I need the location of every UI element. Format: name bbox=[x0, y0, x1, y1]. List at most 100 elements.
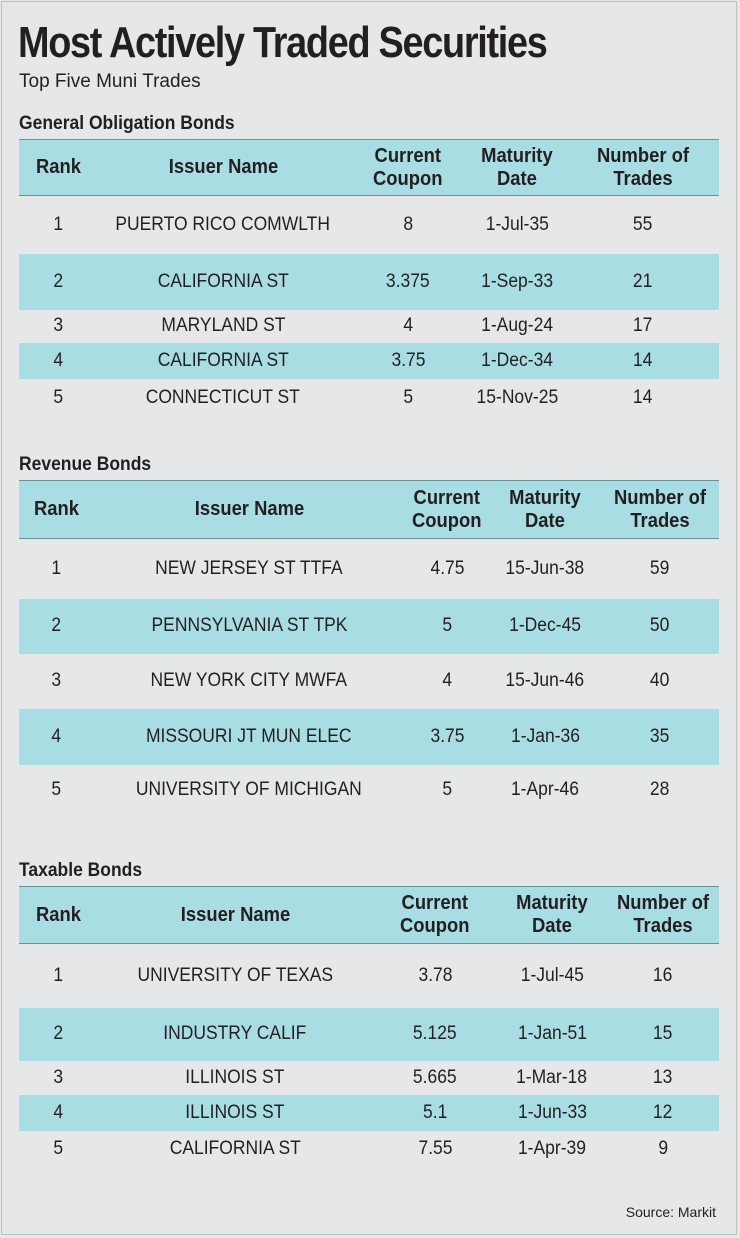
issuer-cell: NEW JERSEY ST TTFA bbox=[93, 539, 405, 599]
maturity-header: Maturity Date bbox=[489, 480, 601, 539]
trades-cell: 28 bbox=[601, 765, 719, 815]
trades-cell-text: 28 bbox=[650, 778, 670, 800]
issuer-cell-text: INDUSTRY CALIF bbox=[163, 1023, 307, 1044]
rank-cell: 2 bbox=[19, 1007, 97, 1061]
trades-cell-text: 9 bbox=[658, 1138, 668, 1159]
rank-cell: 5 bbox=[19, 765, 93, 815]
issuer-cell-text: CALIFORNIA ST bbox=[157, 349, 289, 371]
issuer-cell-text: MARYLAND ST bbox=[160, 315, 285, 336]
maturity-header-line1: Maturity bbox=[509, 486, 581, 509]
rank-cell: 4 bbox=[19, 342, 97, 379]
maturity-cell: 1-Apr-46 bbox=[489, 765, 601, 815]
maturity-cell-text: 1-Jan-36 bbox=[510, 725, 580, 747]
trades-cell: 40 bbox=[601, 654, 719, 709]
issuer-cell: ILLINOIS ST bbox=[97, 1094, 373, 1131]
coupon-header-line2: Coupon bbox=[412, 509, 482, 532]
coupon-cell: 5.665 bbox=[373, 1061, 497, 1095]
maturity-cell-text: 1-Sep-33 bbox=[481, 270, 553, 292]
rank-cell: 4 bbox=[19, 708, 93, 765]
table-row: 1 PUERTO RICO COMWLTH 8 1-Jul-35 55 bbox=[19, 196, 719, 254]
source-note: Source: Markit bbox=[625, 1204, 716, 1220]
rank-header: Rank bbox=[19, 886, 97, 944]
rank-cell-text: 4 bbox=[51, 725, 61, 747]
issuer-cell: ILLINOIS ST bbox=[97, 1061, 373, 1095]
rank-header-label: Rank bbox=[35, 156, 81, 178]
rank-header-label: Rank bbox=[35, 903, 81, 926]
issuer-cell: CALIFORNIA ST bbox=[97, 1131, 373, 1168]
issuer-cell-text: UNIVERSITY OF TEXAS bbox=[137, 964, 333, 986]
maturity-cell-text: 1-Dec-34 bbox=[481, 349, 553, 371]
trades-cell: 59 bbox=[601, 539, 719, 599]
bond-table: Rank Issuer Name Current Coupon Maturity Date… bbox=[19, 886, 719, 1168]
rank-cell-text: 5 bbox=[53, 386, 63, 408]
maturity-header-line2: Date bbox=[525, 509, 565, 532]
maturity-cell: 1-Apr-39 bbox=[497, 1131, 607, 1168]
coupon-cell-text: 4 bbox=[403, 315, 413, 336]
rank-cell: 3 bbox=[19, 654, 93, 709]
maturity-cell: 1-Jan-51 bbox=[497, 1007, 607, 1061]
coupon-cell: 4 bbox=[405, 654, 489, 709]
issuer-header-label: Issuer Name bbox=[168, 156, 278, 178]
section-title: Revenue Bonds bbox=[19, 454, 152, 475]
coupon-cell-text: 5.125 bbox=[413, 1023, 457, 1044]
trades-cell-text: 14 bbox=[633, 386, 653, 408]
issuer-cell-text: NEW JERSEY ST TTFA bbox=[155, 557, 343, 579]
trades-cell: 14 bbox=[567, 379, 719, 417]
coupon-cell-text: 7.55 bbox=[417, 1138, 453, 1159]
issuer-cell: NEW YORK CITY MWFA bbox=[93, 654, 405, 709]
coupon-cell-text: 5 bbox=[403, 386, 413, 408]
table-row: 1 UNIVERSITY OF TEXAS 3.78 1-Jul-45 16 bbox=[19, 944, 719, 1008]
trades-cell: 15 bbox=[607, 1007, 719, 1061]
bond-table: Rank Issuer Name Current Coupon Maturity Date… bbox=[19, 480, 719, 815]
maturity-cell: 1-Mar-18 bbox=[497, 1061, 607, 1095]
trades-cell: 9 bbox=[607, 1131, 719, 1168]
maturity-cell-text: 1-Apr-39 bbox=[517, 1138, 586, 1159]
table-row: 4 MISSOURI JT MUN ELEC 3.75 1-Jan-36 35 bbox=[19, 708, 719, 765]
maturity-cell: 1-Dec-34 bbox=[467, 342, 567, 379]
table-header-row: Rank Issuer Name Current Coupon Maturity Date… bbox=[19, 480, 719, 539]
maturity-cell-text: 1-Aug-24 bbox=[481, 315, 553, 336]
table-row: 5 UNIVERSITY OF MICHIGAN 5 1-Apr-46 28 bbox=[19, 765, 719, 815]
maturity-cell: 1-Dec-45 bbox=[489, 598, 601, 654]
rank-cell-text: 4 bbox=[53, 349, 63, 371]
coupon-header-line1: Current bbox=[413, 486, 481, 509]
issuer-header: Issuer Name bbox=[97, 139, 349, 196]
maturity-cell-text: 1-Jul-45 bbox=[520, 964, 584, 986]
rank-cell-text: 2 bbox=[51, 615, 61, 636]
maturity-cell-text: 15-Jun-38 bbox=[505, 557, 585, 579]
trades-header: Number of Trades bbox=[567, 139, 719, 196]
coupon-cell: 7.55 bbox=[373, 1131, 497, 1168]
rank-cell: 2 bbox=[19, 253, 97, 310]
issuer-cell: MISSOURI JT MUN ELEC bbox=[93, 708, 405, 765]
trades-cell-text: 59 bbox=[650, 557, 670, 579]
table-header-row: Rank Issuer Name Current Coupon Maturity Date… bbox=[19, 886, 719, 944]
trades-cell: 35 bbox=[601, 708, 719, 765]
coupon-header-line1: Current bbox=[401, 892, 469, 914]
maturity-header-line2: Date bbox=[497, 167, 537, 190]
trades-cell: 50 bbox=[601, 598, 719, 654]
trades-cell: 21 bbox=[567, 253, 719, 310]
maturity-header-line2: Date bbox=[532, 915, 572, 937]
coupon-cell: 5.125 bbox=[373, 1007, 497, 1061]
trades-cell-text: 13 bbox=[653, 1066, 673, 1088]
trades-header: Number of Trades bbox=[601, 480, 719, 539]
trades-cell-text: 16 bbox=[653, 964, 673, 986]
coupon-header-line1: Current bbox=[374, 144, 442, 167]
rank-header: Rank bbox=[19, 480, 93, 539]
coupon-cell: 5.1 bbox=[373, 1094, 497, 1131]
issuer-cell-text: ILLINOIS ST bbox=[185, 1101, 285, 1123]
coupon-cell: 5 bbox=[405, 598, 489, 654]
issuer-cell: MARYLAND ST bbox=[97, 310, 349, 343]
section-title: General Obligation Bonds bbox=[19, 113, 235, 134]
maturity-header: Maturity Date bbox=[467, 139, 567, 196]
table-row: 5 CONNECTICUT ST 5 15-Nov-25 14 bbox=[19, 379, 719, 417]
rank-cell: 3 bbox=[19, 1061, 97, 1095]
table-row: 3 NEW YORK CITY MWFA 4 15-Jun-46 40 bbox=[19, 654, 719, 709]
issuer-cell-text: PUERTO RICO COMWLTH bbox=[115, 213, 331, 235]
rank-cell-text: 5 bbox=[53, 1138, 63, 1159]
coupon-cell-text: 3.375 bbox=[386, 270, 430, 292]
trades-header-line1: Number of bbox=[617, 892, 709, 914]
coupon-cell-text: 4.75 bbox=[429, 557, 465, 579]
trades-header: Number of Trades bbox=[607, 886, 719, 944]
